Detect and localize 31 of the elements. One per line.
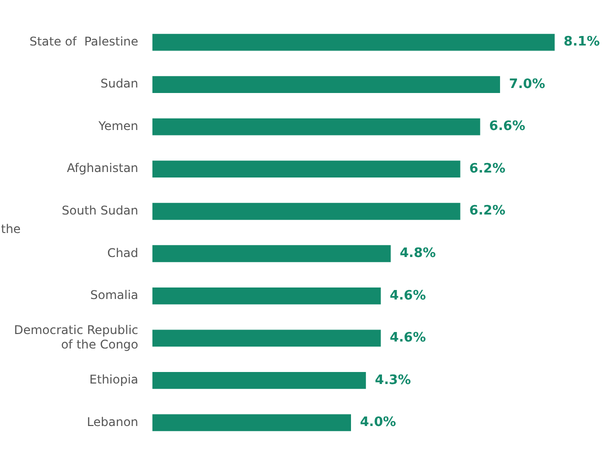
y-tick-label: Yemen	[97, 118, 138, 133]
y-tick-label: Chad	[107, 246, 138, 260]
y-tick-label: Democratic Republic of the Congo	[14, 323, 138, 352]
y-tick-label: Lebanon	[86, 414, 138, 429]
bar	[152, 287, 381, 304]
bar	[152, 414, 351, 432]
bar	[152, 330, 381, 347]
data-label: 4.0%	[360, 415, 396, 430]
text: the	[1, 222, 21, 236]
y-tick-label: South Sudan	[62, 203, 138, 218]
bar	[152, 202, 460, 220]
data-label: 4.6%	[390, 330, 426, 346]
data-label: 7.0%	[509, 76, 546, 92]
bar	[152, 372, 366, 389]
bar	[152, 34, 555, 51]
y-tick-label: Sudan	[100, 76, 138, 91]
y-tick-label: Afghanistan	[66, 161, 138, 176]
y-tick-label: Ethiopia	[89, 372, 138, 387]
data-label: 6.2%	[469, 161, 506, 176]
bar	[152, 160, 460, 178]
y-tick-label: Somalia	[90, 288, 138, 302]
bar	[152, 245, 391, 262]
bar	[152, 118, 480, 136]
data-label: 8.1%	[564, 34, 600, 50]
data-label: 4.8%	[400, 246, 436, 262]
data-label: 4.6%	[390, 288, 426, 304]
y-tick-label: State of Palestine	[29, 34, 138, 48]
data-label: 4.3%	[374, 372, 411, 388]
bar	[152, 76, 500, 94]
data-label: 6.6%	[489, 119, 526, 134]
data-label: 6.2%	[469, 204, 506, 219]
